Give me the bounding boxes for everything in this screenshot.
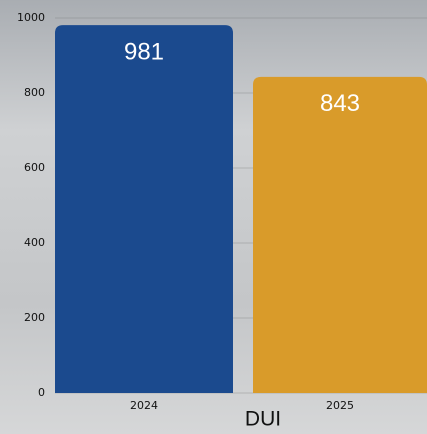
y-tick-label: 400 [24, 236, 45, 249]
x-axis-label: DUI [245, 408, 281, 431]
bar [55, 25, 233, 393]
bar [253, 76, 427, 393]
y-tick-label: 1000 [17, 11, 45, 24]
value-label: 843 [320, 90, 360, 117]
value-label: 981 [124, 38, 164, 65]
y-tick-label: 0 [38, 386, 45, 399]
y-tick-label: 200 [24, 311, 45, 324]
x-tick-label: 2024 [130, 399, 158, 412]
x-tick-label: 2025 [326, 399, 354, 412]
y-tick-label: 600 [24, 161, 45, 174]
y-tick-label: 800 [24, 86, 45, 99]
